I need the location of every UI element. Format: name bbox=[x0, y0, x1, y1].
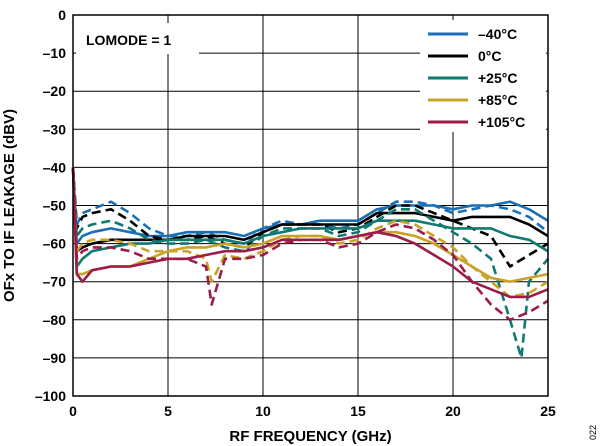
legend-label: 0°C bbox=[478, 48, 502, 64]
x-tick-labels: 0 5 10 15 20 25 bbox=[69, 403, 556, 419]
series-line-solid-+25C bbox=[71, 167, 549, 268]
y-tick-label: –100 bbox=[35, 388, 66, 404]
y-axis-label: OFx TO IF LEAKAGE (dBV) bbox=[1, 109, 18, 302]
y-tick-label: –90 bbox=[43, 350, 67, 366]
x-tick-label: 5 bbox=[164, 403, 172, 419]
x-axis-label: RF FREQUENCY (GHz) bbox=[229, 428, 391, 445]
y-tick-labels: 0 –10 –20 –30 –40 –50 –60 –70 –80 –90 –100 bbox=[35, 7, 66, 404]
annotation-box bbox=[76, 23, 199, 54]
x-tick-label: 20 bbox=[445, 403, 461, 419]
y-tick-label: –10 bbox=[43, 45, 67, 61]
lomode-annotation: LOMODE = 1 bbox=[76, 23, 199, 54]
y-tick-label: –60 bbox=[43, 236, 67, 252]
x-tick-label: 0 bbox=[69, 403, 77, 419]
y-tick-label: –70 bbox=[43, 274, 67, 290]
figure-id: 022 bbox=[588, 425, 598, 440]
legend-box bbox=[420, 20, 546, 132]
y-tick-label: –20 bbox=[43, 83, 67, 99]
y-tick-label: –30 bbox=[43, 121, 67, 137]
legend: –40°C 0°C +25°C +85°C +105°C bbox=[420, 20, 546, 132]
x-tick-label: 10 bbox=[255, 403, 271, 419]
legend-label: –40°C bbox=[478, 26, 517, 42]
series-line-solid-0C bbox=[71, 167, 549, 253]
legend-label: +85°C bbox=[478, 92, 517, 108]
y-tick-label: –50 bbox=[43, 198, 67, 214]
x-tick-label: 15 bbox=[350, 403, 366, 419]
plot-frame bbox=[72, 14, 549, 397]
series-line-dashed-+105C bbox=[71, 167, 549, 322]
legend-label: +25°C bbox=[478, 70, 517, 86]
y-tick-label: –40 bbox=[43, 159, 67, 175]
legend-label: +105°C bbox=[478, 114, 525, 130]
series-lines bbox=[71, 167, 550, 360]
series-line-dashed-–40C bbox=[71, 167, 549, 245]
x-tick-label: 25 bbox=[540, 403, 556, 419]
y-tick-label: –80 bbox=[43, 312, 67, 328]
series-line-solid-+105C bbox=[71, 167, 549, 299]
y-tick-label: 0 bbox=[58, 7, 66, 23]
annotation-text: LOMODE = 1 bbox=[86, 32, 171, 48]
